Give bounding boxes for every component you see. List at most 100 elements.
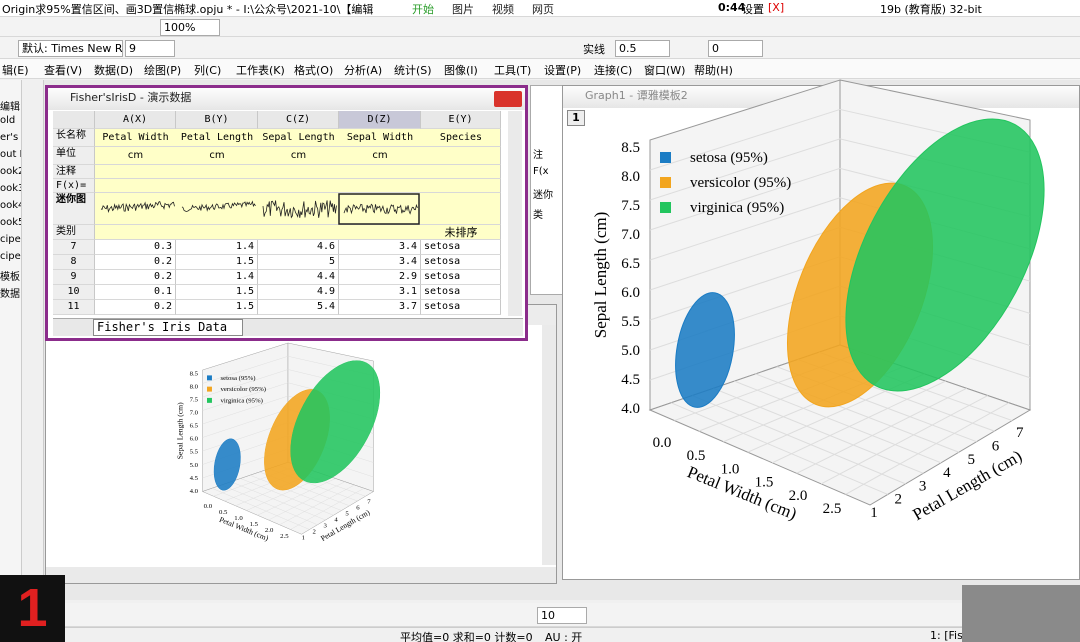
cell: 3.4 — [339, 255, 421, 270]
row-header: F(x)= — [53, 179, 95, 193]
column-header: A(X) — [95, 111, 176, 129]
row-header: 类别 — [53, 225, 95, 240]
project-item[interactable]: cipe — [0, 234, 21, 245]
worksheet-window: Fisher'sIrisD - 演示数据 A(X) B(Y) C(Z) D(Z) E(Y… — [45, 85, 528, 341]
menu-item[interactable]: 图像(I) — [444, 64, 478, 77]
overlay-link[interactable]: 视频 — [492, 3, 514, 16]
menu-item[interactable]: 查看(V) — [44, 64, 83, 77]
menu-item[interactable]: 分析(A) — [344, 64, 383, 77]
project-item[interactable]: er's — [0, 132, 19, 143]
row-header: 迷你 — [533, 190, 553, 201]
menu-item[interactable]: 连接(C) — [594, 64, 633, 77]
row-index: 11 — [53, 300, 95, 315]
sparkline — [262, 200, 337, 219]
sparklines — [100, 193, 420, 225]
size-field[interactable]: 10 — [537, 607, 587, 624]
project-item[interactable]: 模板 — [0, 272, 20, 283]
menu-item[interactable]: 窗口(W) — [644, 64, 686, 77]
row-header: 迷你图 — [53, 193, 95, 225]
overlay-link[interactable]: 开始 — [412, 3, 434, 16]
field[interactable]: 0 — [708, 40, 763, 57]
project-item[interactable]: old — [0, 115, 16, 126]
project-item[interactable]: out I — [0, 149, 22, 160]
title-bar: Origin求95%置信区间、画3D置信椭球.opju * - I:\公众号\2… — [0, 0, 1080, 17]
project-item[interactable]: 编辑 — [0, 102, 20, 113]
selection — [338, 193, 420, 225]
layer-tab[interactable]: 1 — [567, 110, 585, 126]
cell: 0.1 — [95, 285, 176, 300]
row-index: 7 — [53, 240, 95, 255]
badge: 1 — [0, 575, 65, 642]
status-sheet: 1: [FisI — [930, 629, 967, 642]
long-name: Species — [439, 132, 483, 143]
graph-window: Graph1 - 谭雅模板2 1 — [562, 85, 1080, 580]
menu-item[interactable]: 工作表(K) — [236, 64, 285, 77]
corner — [53, 111, 95, 129]
project-item[interactable]: ook4 — [0, 200, 22, 211]
menu-bar: 辑(E) 查看(V) 数据(D) 绘图(P) 列(C) 工作表(K) 格式(O) 分析(A) 统… — [0, 59, 1080, 79]
row-index: 8 — [53, 255, 95, 270]
cell: 0.3 — [95, 240, 176, 255]
status-au: AU : 开 — [545, 631, 583, 642]
toolbar: 100% — [0, 17, 1080, 37]
project-item[interactable]: ook5 — [0, 217, 22, 228]
format-toolbar: 默认: Times New R 9 实线 0.5 0 — [0, 37, 1080, 59]
video-thumbnail — [962, 585, 1080, 642]
menu-item[interactable]: 绘图(P) — [144, 64, 182, 77]
zoom-field[interactable]: 100% — [160, 19, 220, 36]
cell: 1.5 — [176, 285, 258, 300]
cell: setosa — [421, 300, 501, 315]
meta-row — [95, 129, 501, 147]
graph-window-small — [45, 304, 557, 584]
unit: cm — [209, 150, 225, 161]
row-header: 单位 — [53, 147, 95, 165]
project-item[interactable]: ook2 — [0, 166, 22, 177]
status-bar: 平均值=0 求和=0 计数=0 AU : 开 1: [FisI — [65, 627, 1080, 642]
cell: 3.7 — [339, 300, 421, 315]
overlay-link[interactable]: 网页 — [532, 3, 554, 16]
close-button[interactable] — [494, 91, 522, 107]
sheet-tab[interactable]: Fisher's Iris Data — [93, 319, 243, 336]
cell: setosa — [421, 240, 501, 255]
menu-item[interactable]: 工具(T) — [494, 64, 532, 77]
menu-item[interactable]: 格式(O) — [294, 64, 334, 77]
menu-item[interactable]: 数据(D) — [94, 64, 134, 77]
overlay-settings[interactable]: 设置 — [742, 3, 764, 16]
cell: setosa — [421, 285, 501, 300]
row-header: F(x — [533, 166, 549, 177]
scrollbar — [508, 111, 522, 316]
column-header: B(Y) — [176, 111, 258, 129]
cell: 5 — [258, 255, 339, 270]
row-index: 9 — [53, 270, 95, 285]
long-name: Sepal Length — [262, 132, 335, 143]
line-style[interactable]: 实线 — [583, 43, 605, 56]
unit: cm — [372, 150, 388, 161]
font-field[interactable]: 默认: Times New R — [18, 40, 123, 57]
overlay-close[interactable]: [X] — [768, 1, 785, 14]
meta-row — [95, 225, 501, 240]
cell: 4.6 — [258, 240, 339, 255]
overlay-link[interactable]: 图片 — [452, 3, 474, 16]
column-header: E(Y) — [421, 111, 501, 129]
cell: setosa — [421, 255, 501, 270]
project-item[interactable]: cipe — [0, 251, 21, 262]
long-name: Petal Width — [102, 132, 169, 143]
bottom-toolbar: 10 — [65, 603, 965, 627]
edition: 19b (教育版) 32-bit — [880, 3, 982, 16]
menu-item[interactable]: 统计(S) — [394, 64, 432, 77]
menu-item[interactable]: 列(C) — [194, 64, 222, 77]
long-name: Sepal Width — [346, 132, 414, 143]
row-header: 类 — [533, 210, 543, 221]
menu-item[interactable]: 帮助(H) — [694, 64, 733, 77]
menu-item[interactable]: 设置(P) — [544, 64, 582, 77]
meta-row — [95, 179, 501, 193]
font-size-field[interactable]: 9 — [125, 40, 175, 57]
line-width-field[interactable]: 0.5 — [615, 40, 670, 57]
window-title: Graph1 - 谭雅模板2 — [563, 86, 1079, 108]
project-item[interactable]: 数据 — [0, 289, 20, 300]
column-header: D(Z) — [339, 111, 421, 129]
row-header: 注释 — [53, 165, 95, 179]
cell: 1.4 — [176, 270, 258, 285]
menu-item[interactable]: 辑(E) — [2, 64, 29, 77]
project-item[interactable]: ook3 — [0, 183, 22, 194]
